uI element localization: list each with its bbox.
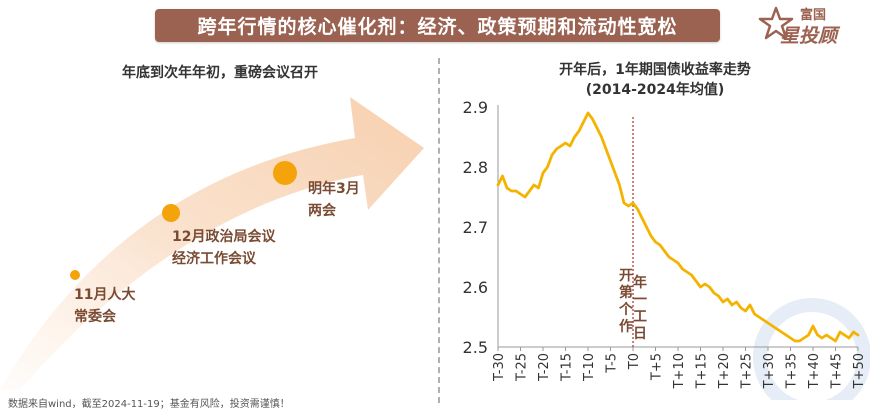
event-dot-mar <box>273 161 297 185</box>
x-tick-label: T-10 <box>582 353 597 382</box>
left-panel-title: 年底到次年年初，重磅会议召开 <box>122 65 318 81</box>
x-tick-label: T-20 <box>537 353 552 382</box>
marker-label-char: 开 <box>619 268 633 284</box>
event-label-dec-line1: 12月政治局会议 <box>172 229 276 245</box>
footnote: 数据来自wind，截至2024-11-19；基金有风险，投资需谨慎！ <box>8 399 290 410</box>
watermark-ring <box>753 298 870 400</box>
event-label-mar: 明年3月 两会 <box>308 178 360 222</box>
marker-label-char: 一 <box>633 292 647 308</box>
x-tick-label: T+10 <box>672 353 687 389</box>
event-dot-dec <box>162 204 180 222</box>
page-title: 跨年行情的核心催化剂：经济、政策预期和流动性宽松 <box>155 9 720 42</box>
y-tick-label: 2.5 <box>463 338 488 357</box>
brand-logo: 富国 星投顾 <box>758 6 841 47</box>
event-label-mar-line2: 两会 <box>308 203 336 219</box>
x-tick-label: T-15 <box>560 353 575 382</box>
marker-label-char: 第 <box>619 284 633 301</box>
yield-series-line <box>496 111 860 343</box>
chart-title: 开年后，1年期国债收益率走势 (2014-2024年均值) <box>440 60 870 100</box>
marker-label-char: 工 <box>633 309 647 325</box>
panel-divider <box>438 58 440 403</box>
y-tick-label: 2.9 <box>463 98 488 117</box>
event-label-dec: 12月政治局会议 经济工作会议 <box>172 226 275 270</box>
star-icon <box>758 6 794 40</box>
x-tick-label: T+40 <box>807 353 822 389</box>
x-tick-label: T-5 <box>605 353 620 374</box>
x-tick-label: T+30 <box>762 353 777 389</box>
x-tick-label: T+45 <box>830 353 845 389</box>
x-tick-label: T+15 <box>695 353 710 389</box>
arrow-shape <box>0 97 424 390</box>
x-tick-label: T-25 <box>515 353 530 382</box>
page-title-text: 跨年行情的核心催化剂：经济、政策预期和流动性宽松 <box>197 16 678 38</box>
marker-label-char: 个 <box>618 301 634 318</box>
y-tick-label: 2.6 <box>463 278 488 297</box>
marker-label-char: 年 <box>633 274 647 291</box>
x-tick-label: T0 <box>627 353 642 370</box>
chart-title-line1: 开年后，1年期国债收益率走势 <box>559 62 751 78</box>
x-tick-label: T+25 <box>740 353 755 389</box>
event-label-nov: 11月人大 常委会 <box>74 284 135 328</box>
event-label-nov-line2: 常委会 <box>74 309 116 325</box>
timeline-arrow <box>0 97 424 390</box>
x-tick-label: T+5 <box>650 353 665 381</box>
chart-title-line2: (2014-2024年均值) <box>585 82 725 98</box>
event-label-mar-line1: 明年3月 <box>308 181 360 197</box>
marker-label-char: 日 <box>633 326 647 342</box>
event-dot-nov <box>70 270 80 280</box>
y-tick-label: 2.7 <box>463 218 488 237</box>
logo-line1: 富国 <box>800 7 826 23</box>
y-tick-label: 2.8 <box>463 158 488 177</box>
x-tick-label: T-30 <box>492 353 507 382</box>
event-label-nov-line1: 11月人大 <box>74 287 136 303</box>
event-label-dec-line2: 经济工作会议 <box>172 251 256 267</box>
x-tick-label: T+20 <box>717 353 732 389</box>
logo-line2: 星投顾 <box>780 25 841 47</box>
marker-label-char: 作 <box>619 318 633 335</box>
x-tick-label: T+50 <box>852 353 867 389</box>
yield-line-chart: 2.5 2.6 2.7 2.8 2.9 T-30 T-25 T-20 T-15 T-10 T-5 T0… <box>463 98 870 400</box>
x-tick-label: T+35 <box>785 353 800 389</box>
